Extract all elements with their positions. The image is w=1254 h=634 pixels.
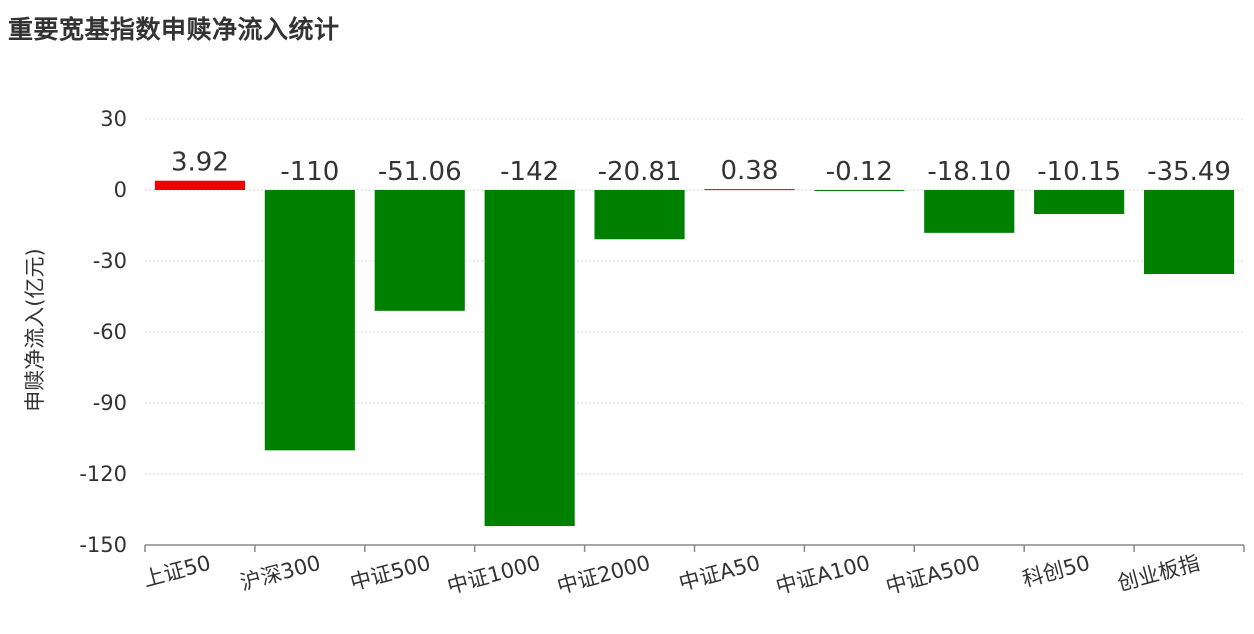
- x-tick-label: 中证A500: [883, 551, 982, 599]
- bar-2: [264, 190, 355, 451]
- bars: [154, 180, 1235, 527]
- x-tick-label: 沪深300: [238, 551, 324, 595]
- data-label: -10.15: [1037, 157, 1121, 187]
- data-labels: 3.92 -110 -51.06 -142 -20.81 0.38 -0.12 -18.10-…: [171, 148, 1231, 187]
- bar-4: [484, 190, 575, 527]
- y-tick-label: -120: [79, 462, 127, 486]
- y-tick-label: -150: [79, 533, 127, 557]
- x-tick-label: 上证50: [141, 551, 214, 592]
- data-label: -20.81: [598, 157, 682, 187]
- bar-6: [704, 189, 795, 191]
- y-tick-label: 0: [114, 178, 127, 202]
- grid-lines: [145, 118, 1244, 475]
- bar-7: [814, 190, 905, 191]
- chart-title: 重要宽基指数申赎净流入统计: [8, 15, 340, 44]
- data-label: 3.92: [171, 148, 229, 178]
- bar-3: [374, 190, 465, 311]
- x-tick-label: 创业板指: [1115, 551, 1202, 596]
- x-tick-label: 中证2000: [554, 551, 652, 599]
- data-label: -18.10: [927, 157, 1011, 187]
- data-label: -0.12: [826, 157, 893, 187]
- x-tick-label: 中证500: [348, 551, 434, 595]
- data-label: -142: [500, 157, 559, 187]
- y-tick-label: 30: [100, 107, 127, 131]
- y-tick-label: -60: [93, 320, 127, 344]
- data-label: -35.49: [1147, 157, 1231, 187]
- y-tick-label: -30: [93, 249, 127, 273]
- bar-10: [1143, 190, 1235, 274]
- bar-5: [594, 190, 685, 240]
- bar-1: [154, 180, 246, 190]
- bar-9: [1034, 190, 1125, 215]
- y-axis-title: 申赎净流入(亿元): [23, 248, 47, 411]
- x-tick-label: 中证A100: [773, 551, 872, 599]
- data-label: -110: [280, 157, 339, 187]
- data-label: -51.06: [378, 157, 462, 187]
- data-label: 0.38: [721, 156, 779, 186]
- bar-8: [924, 190, 1015, 233]
- x-tick-label: 中证A50: [676, 551, 762, 596]
- x-tick-label: 中证1000: [445, 551, 543, 599]
- x-tick-label: 科创50: [1020, 551, 1093, 592]
- y-tick-label: -90: [93, 391, 127, 415]
